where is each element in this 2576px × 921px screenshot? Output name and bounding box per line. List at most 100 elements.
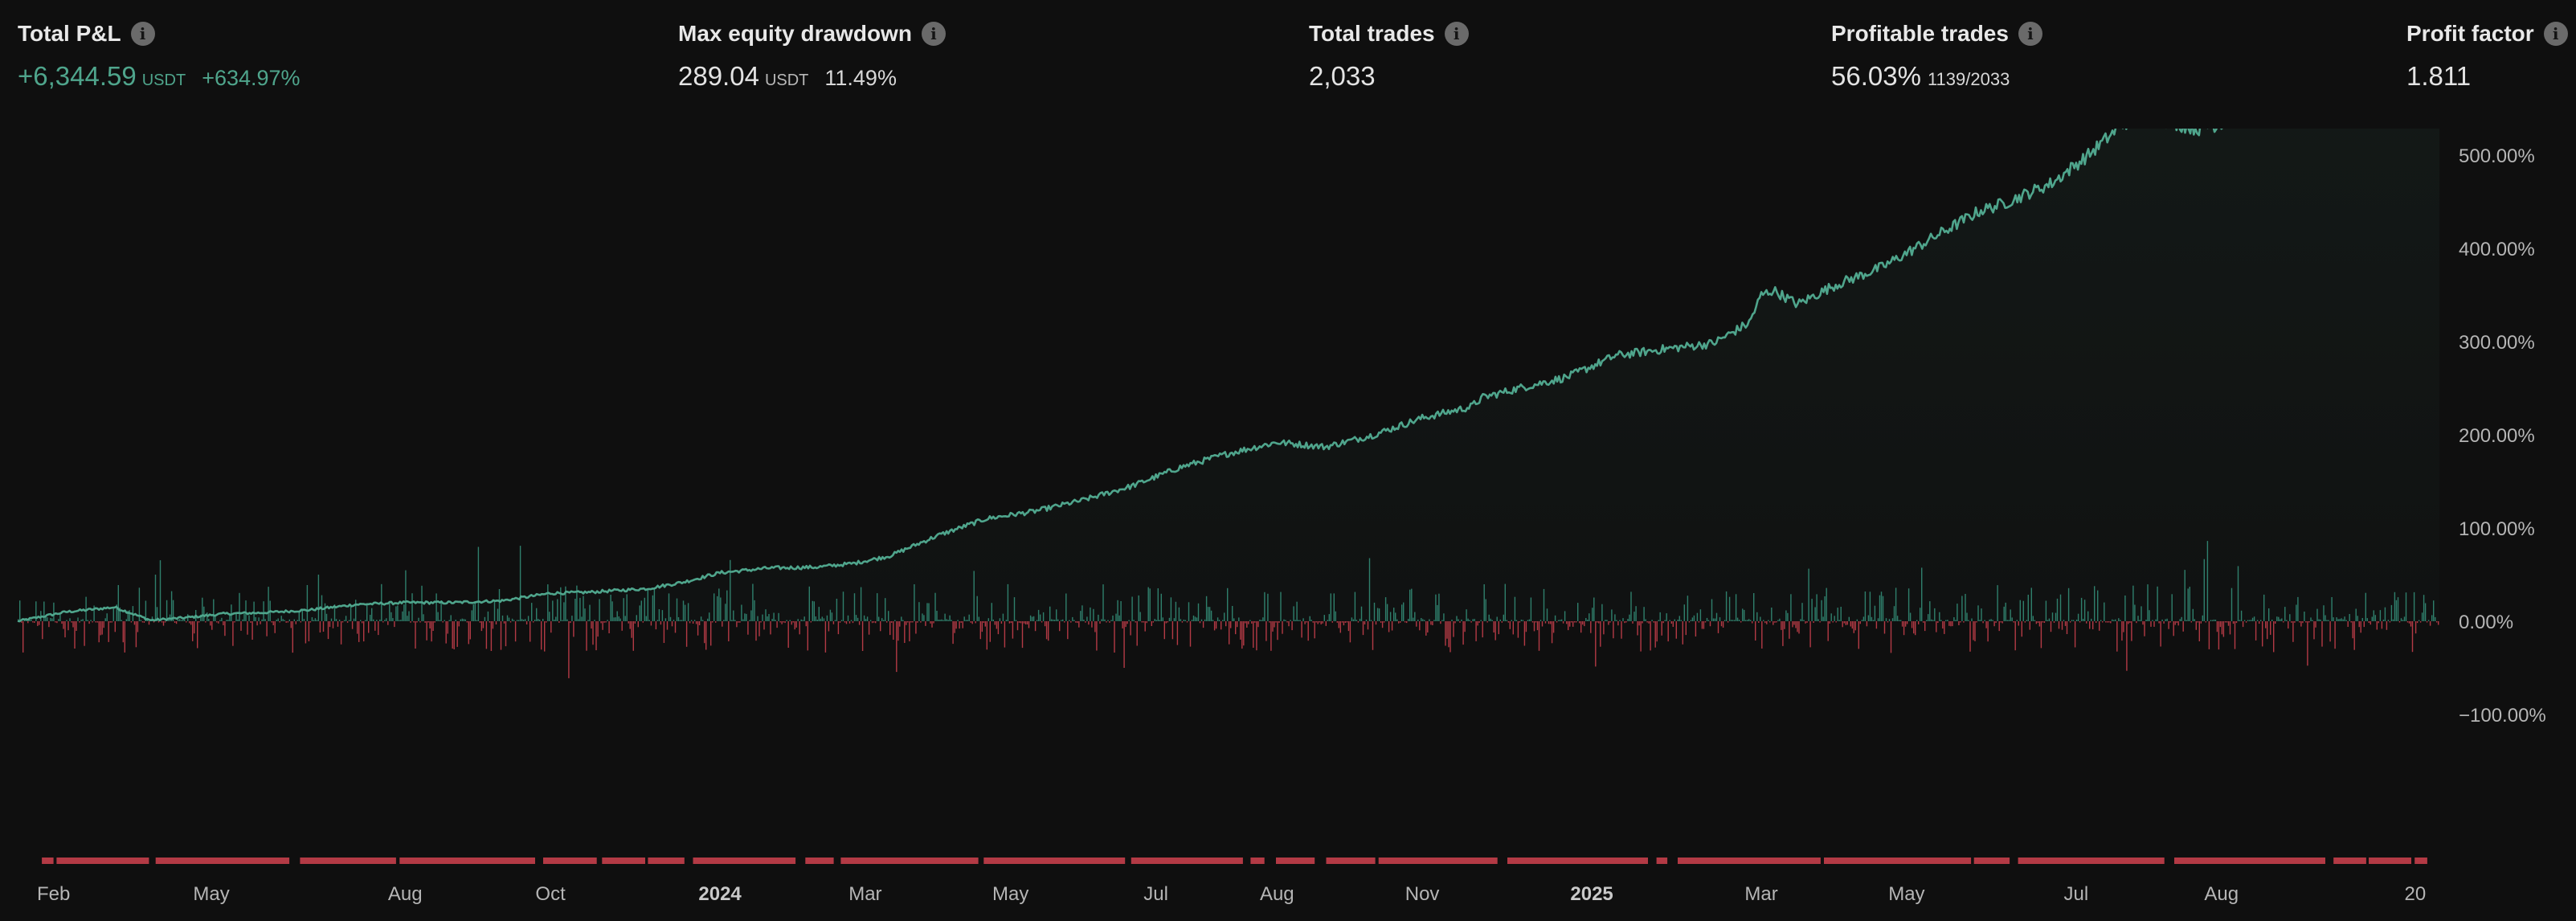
profit-bar (818, 607, 820, 621)
loss-bar (192, 621, 194, 641)
loss-bar (1717, 621, 1719, 633)
loss-bar (600, 621, 602, 624)
profit-bar (836, 599, 838, 621)
profit-bar (820, 618, 821, 621)
stat-unit: USDT (764, 72, 809, 89)
profit-bar (918, 602, 920, 621)
loss-bar (2265, 621, 2267, 628)
loss-bar (784, 621, 786, 624)
profit-bar (1110, 620, 1112, 621)
profit-bar (531, 603, 533, 621)
profit-bar (1643, 607, 1645, 621)
drawdown-segment (1507, 858, 1648, 864)
profit-bar (557, 599, 558, 621)
loss-bar (1963, 621, 1965, 623)
equity-chart[interactable]: 600.00%500.00%400.00%300.00%200.00%100.0… (0, 129, 2576, 921)
profit-bar (1945, 620, 1947, 621)
loss-bar (1446, 621, 1448, 639)
info-icon[interactable]: i (921, 22, 946, 46)
loss-bar (799, 621, 800, 635)
loss-bar (1448, 621, 1450, 648)
stat-profit-factor: Profit factor i 1.811 (2406, 19, 2568, 92)
profit-bar (1107, 620, 1109, 621)
profit-bar (1196, 617, 1198, 621)
drawdown-segment (155, 858, 290, 864)
loss-bar (1307, 621, 1309, 641)
y-tick-label: 0.00% (2459, 612, 2513, 633)
y-tick-label: −100.00% (2459, 705, 2546, 727)
profit-bar (552, 600, 554, 621)
loss-bar (739, 621, 741, 623)
loss-bar (1923, 621, 1924, 623)
profit-bar (2316, 608, 2318, 621)
loss-bar (42, 621, 43, 640)
loss-bar (2014, 621, 2016, 651)
profit-bar (2051, 612, 2054, 621)
loss-bar (2000, 621, 2002, 623)
loss-bar (2142, 621, 2144, 625)
profit-bar (1564, 611, 1566, 621)
loss-bar (1580, 621, 1582, 633)
profit-bar (2077, 613, 2079, 621)
profit-bar (1054, 620, 1056, 621)
loss-bar (394, 621, 395, 628)
profit-bar (853, 593, 856, 621)
loss-bar (2376, 621, 2378, 630)
chart-svg[interactable]: 600.00%500.00%400.00%300.00%200.00%100.0… (0, 129, 2576, 921)
profit-bar (1800, 619, 1801, 621)
loss-bar (1600, 621, 1601, 647)
profit-bar (360, 620, 362, 621)
info-icon[interactable]: i (2543, 22, 2568, 46)
profit-bar (2059, 594, 2062, 621)
profit-bar (797, 619, 799, 621)
loss-bar (2069, 621, 2071, 623)
profit-bar (536, 608, 538, 621)
profit-bar (949, 615, 951, 621)
info-icon[interactable]: i (1444, 22, 1469, 46)
profit-bar (1527, 620, 1529, 621)
loss-bar (2302, 621, 2304, 624)
loss-bar (1462, 621, 1464, 645)
loss-bar (1364, 621, 1366, 624)
profit-bar (923, 615, 925, 621)
loss-bar (2086, 621, 2087, 624)
profit-bar (213, 599, 215, 621)
profit-bar (87, 620, 88, 621)
profit-bar (669, 616, 672, 621)
loss-bar (1045, 621, 1048, 640)
loss-bar (88, 621, 90, 624)
profit-bar (1687, 596, 1689, 621)
loss-bar (1562, 621, 1564, 624)
profit-bar (1194, 616, 1196, 621)
profit-bar (90, 620, 92, 621)
loss-bar (689, 621, 691, 624)
profit-bar (1424, 620, 1425, 621)
profit-bar (1979, 620, 1981, 621)
info-icon[interactable]: i (130, 22, 155, 46)
profit-bar (687, 603, 689, 621)
profit-bar (992, 619, 994, 621)
profit-bar (1856, 619, 1858, 621)
loss-bar (955, 621, 957, 629)
loss-bar (1695, 621, 1697, 637)
drawdown-segment (42, 858, 54, 864)
profit-bar (941, 619, 942, 621)
loss-bar (1571, 621, 1572, 623)
profit-bar (733, 610, 734, 621)
loss-bar (1312, 621, 1314, 623)
loss-bar (358, 621, 360, 642)
profit-bar (1057, 619, 1059, 621)
drawdown-segment (648, 858, 685, 864)
profit-bar (1467, 618, 1469, 621)
profit-bar (2390, 604, 2393, 621)
loss-bar (1230, 621, 1232, 628)
loss-bar (468, 621, 469, 645)
drawdown-strip (42, 858, 2427, 864)
profit-bar (731, 620, 733, 621)
profit-bar (1606, 620, 1608, 621)
profit-bar (2366, 618, 2368, 621)
loss-bar (1758, 621, 1760, 623)
info-icon[interactable]: i (2018, 22, 2042, 46)
profit-bar (444, 620, 445, 621)
profit-bar (390, 612, 392, 621)
